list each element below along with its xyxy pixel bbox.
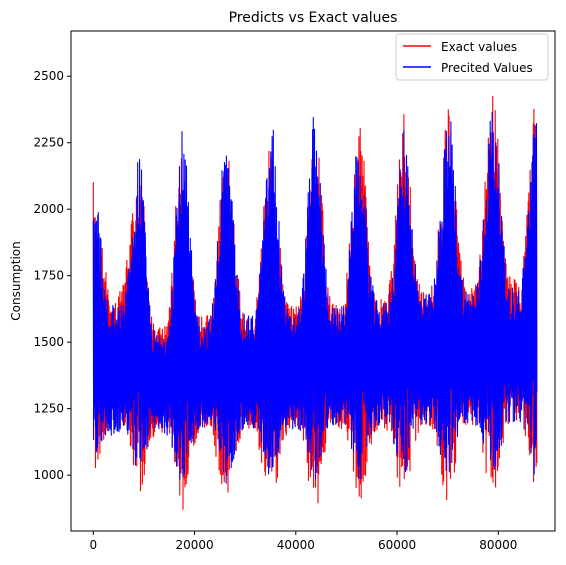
legend-frame [395, 33, 549, 81]
y-axis-label: Consumption [9, 241, 23, 320]
x-tick-label: 60000 [378, 538, 416, 552]
plot-area [92, 95, 538, 510]
y-tick-label: 1250 [33, 402, 64, 416]
y-tick-label: 2250 [33, 136, 64, 150]
axes: 0 20000 40000 60000 80000 1000 1250 1500 1750 200… [33, 30, 556, 552]
x-tick-label: 20000 [175, 538, 213, 552]
x-tick-label: 0 [89, 538, 97, 552]
y-tick-label: 2000 [33, 202, 64, 216]
y-tick-label: 1500 [33, 335, 64, 349]
plot-frame [70, 30, 556, 532]
legend-label-predicted: Precited Values [441, 61, 533, 75]
legend: Exact values Precited Values [395, 33, 549, 81]
y-tick-label: 2500 [33, 69, 64, 83]
chart-title: Predicts vs Exact values [229, 10, 398, 26]
legend-label-exact: Exact values [441, 40, 517, 54]
series-line-predicted-values [92, 112, 538, 484]
x-tick-label: 40000 [277, 538, 315, 552]
y-tick-label: 1000 [33, 468, 64, 482]
y-tick-label: 1750 [33, 269, 64, 283]
x-tick-label: 80000 [479, 538, 517, 552]
